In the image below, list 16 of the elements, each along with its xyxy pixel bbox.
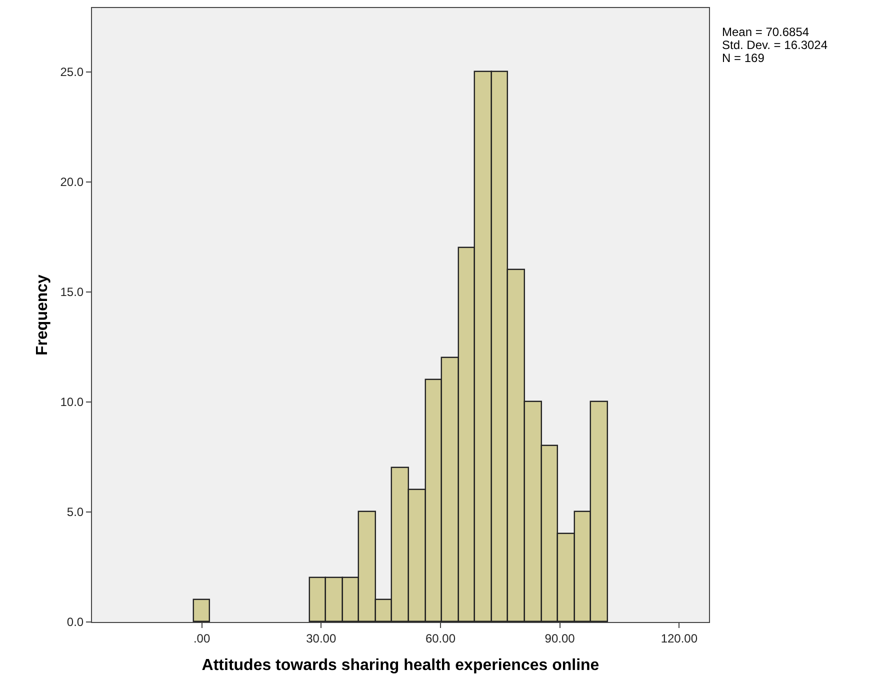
x-tick-label: 60.00 (425, 631, 456, 646)
y-tick-label: 0.0 (66, 615, 84, 630)
text: N = 169 (722, 51, 765, 65)
text: Mean = 70.6854 (722, 25, 810, 39)
text: Std. Dev. = 16.3024 (722, 38, 828, 52)
x-axis-title: Attitudes towards sharing health experiences online (202, 657, 600, 674)
y-tick-label: 10.0 (60, 395, 84, 410)
x-tick-label: .00 (193, 631, 210, 646)
x-tick-label: 120.00 (660, 631, 698, 646)
y-tick-label: 5.0 (66, 505, 84, 520)
y-tick-label: 15.0 (60, 285, 84, 300)
y-axis-title: Frequency (34, 274, 52, 356)
x-tick-label: 90.00 (544, 631, 576, 646)
x-tick-label: 30.00 (306, 631, 336, 646)
y-tick-label: 25.0 (60, 65, 84, 80)
y-tick-label: 20.0 (60, 175, 84, 190)
